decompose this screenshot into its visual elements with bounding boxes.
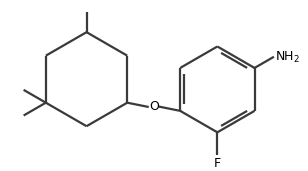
Text: NH$_2$: NH$_2$ <box>275 50 300 65</box>
Text: F: F <box>214 157 221 170</box>
Text: O: O <box>149 100 159 113</box>
